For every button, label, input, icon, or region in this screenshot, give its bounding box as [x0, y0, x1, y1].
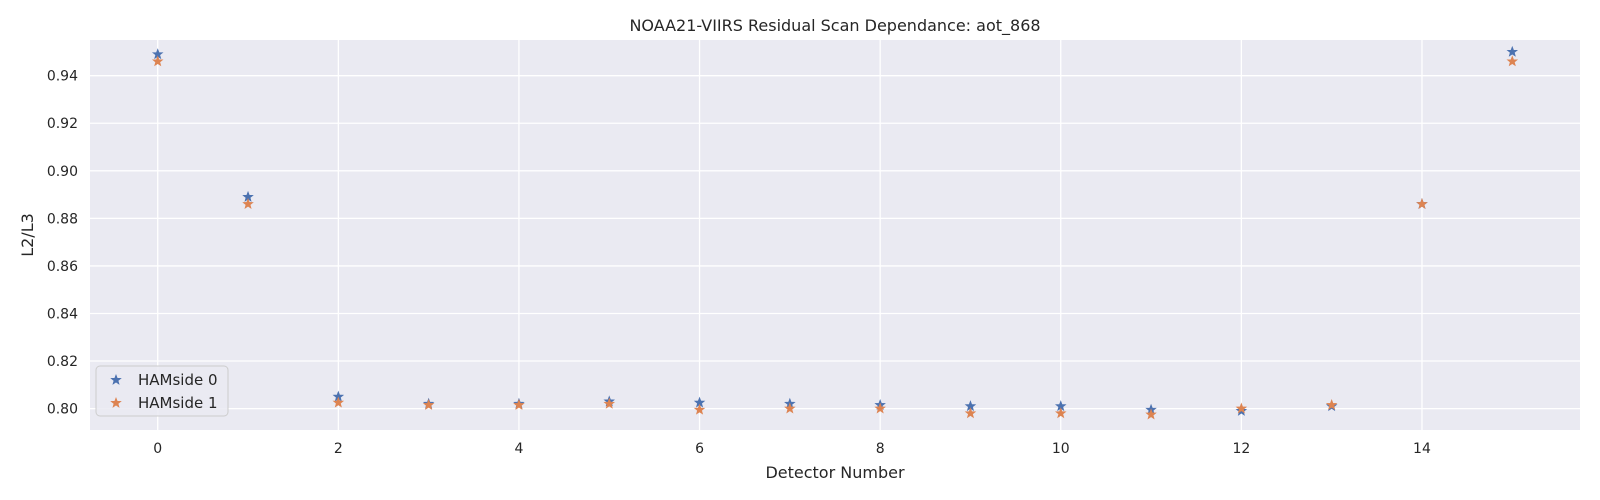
y-tick-label: 0.84	[47, 306, 78, 322]
data-point	[422, 398, 435, 410]
data-point	[874, 402, 886, 414]
legend: HAMside 0 HAMside 1	[95, 365, 229, 417]
data-point	[1145, 408, 1157, 420]
data-point	[332, 396, 345, 408]
chart-title: NOAA21-VIIRS Residual Scan Dependance: a…	[629, 16, 1040, 36]
data-point	[242, 198, 254, 209]
x-tick-label: 10	[1052, 441, 1070, 457]
data-point	[1506, 45, 1519, 57]
data-point	[1325, 398, 1338, 410]
y-tick-label: 0.82	[47, 354, 78, 370]
data-points	[151, 45, 1519, 420]
x-tick-label: 0	[153, 441, 162, 457]
y-axis-title: L2/L3	[18, 213, 37, 257]
data-point	[784, 402, 796, 414]
y-axis-ticks: 0.80 0.82 0.84 0.86 0.88 0.90 0.92 0.94	[47, 69, 78, 418]
grid-lines	[90, 40, 1580, 430]
legend-label: HAMside 0	[138, 371, 218, 389]
series-1	[151, 55, 1519, 420]
x-tick-label: 6	[695, 441, 704, 457]
data-point	[1235, 402, 1248, 414]
data-point	[151, 55, 164, 67]
x-tick-label: 14	[1413, 441, 1431, 457]
data-point	[1054, 407, 1067, 419]
legend-marker	[110, 373, 122, 385]
y-tick-label: 0.86	[47, 259, 78, 275]
legend-label: HAMside 1	[138, 394, 218, 412]
y-tick-label: 0.80	[47, 402, 78, 418]
x-tick-label: 8	[876, 441, 885, 457]
data-point	[1506, 55, 1519, 67]
x-axis-title: Detector Number	[765, 463, 905, 482]
data-point	[964, 407, 977, 419]
y-tick-label: 0.90	[47, 164, 78, 180]
legend-marker	[110, 396, 122, 408]
data-point	[513, 398, 525, 410]
x-axis-ticks: 0 2 4 6 8 10 12 14	[153, 441, 1431, 457]
data-point	[1416, 198, 1428, 209]
x-tick-label: 12	[1232, 441, 1250, 457]
legend-box	[95, 365, 229, 417]
plot-area	[90, 40, 1580, 430]
y-tick-label: 0.94	[47, 69, 78, 85]
y-tick-label: 0.88	[47, 211, 78, 227]
x-tick-label: 4	[514, 441, 523, 457]
data-point	[603, 397, 616, 409]
y-tick-label: 0.92	[47, 116, 78, 132]
data-point	[693, 403, 706, 415]
x-tick-label: 2	[334, 441, 343, 457]
